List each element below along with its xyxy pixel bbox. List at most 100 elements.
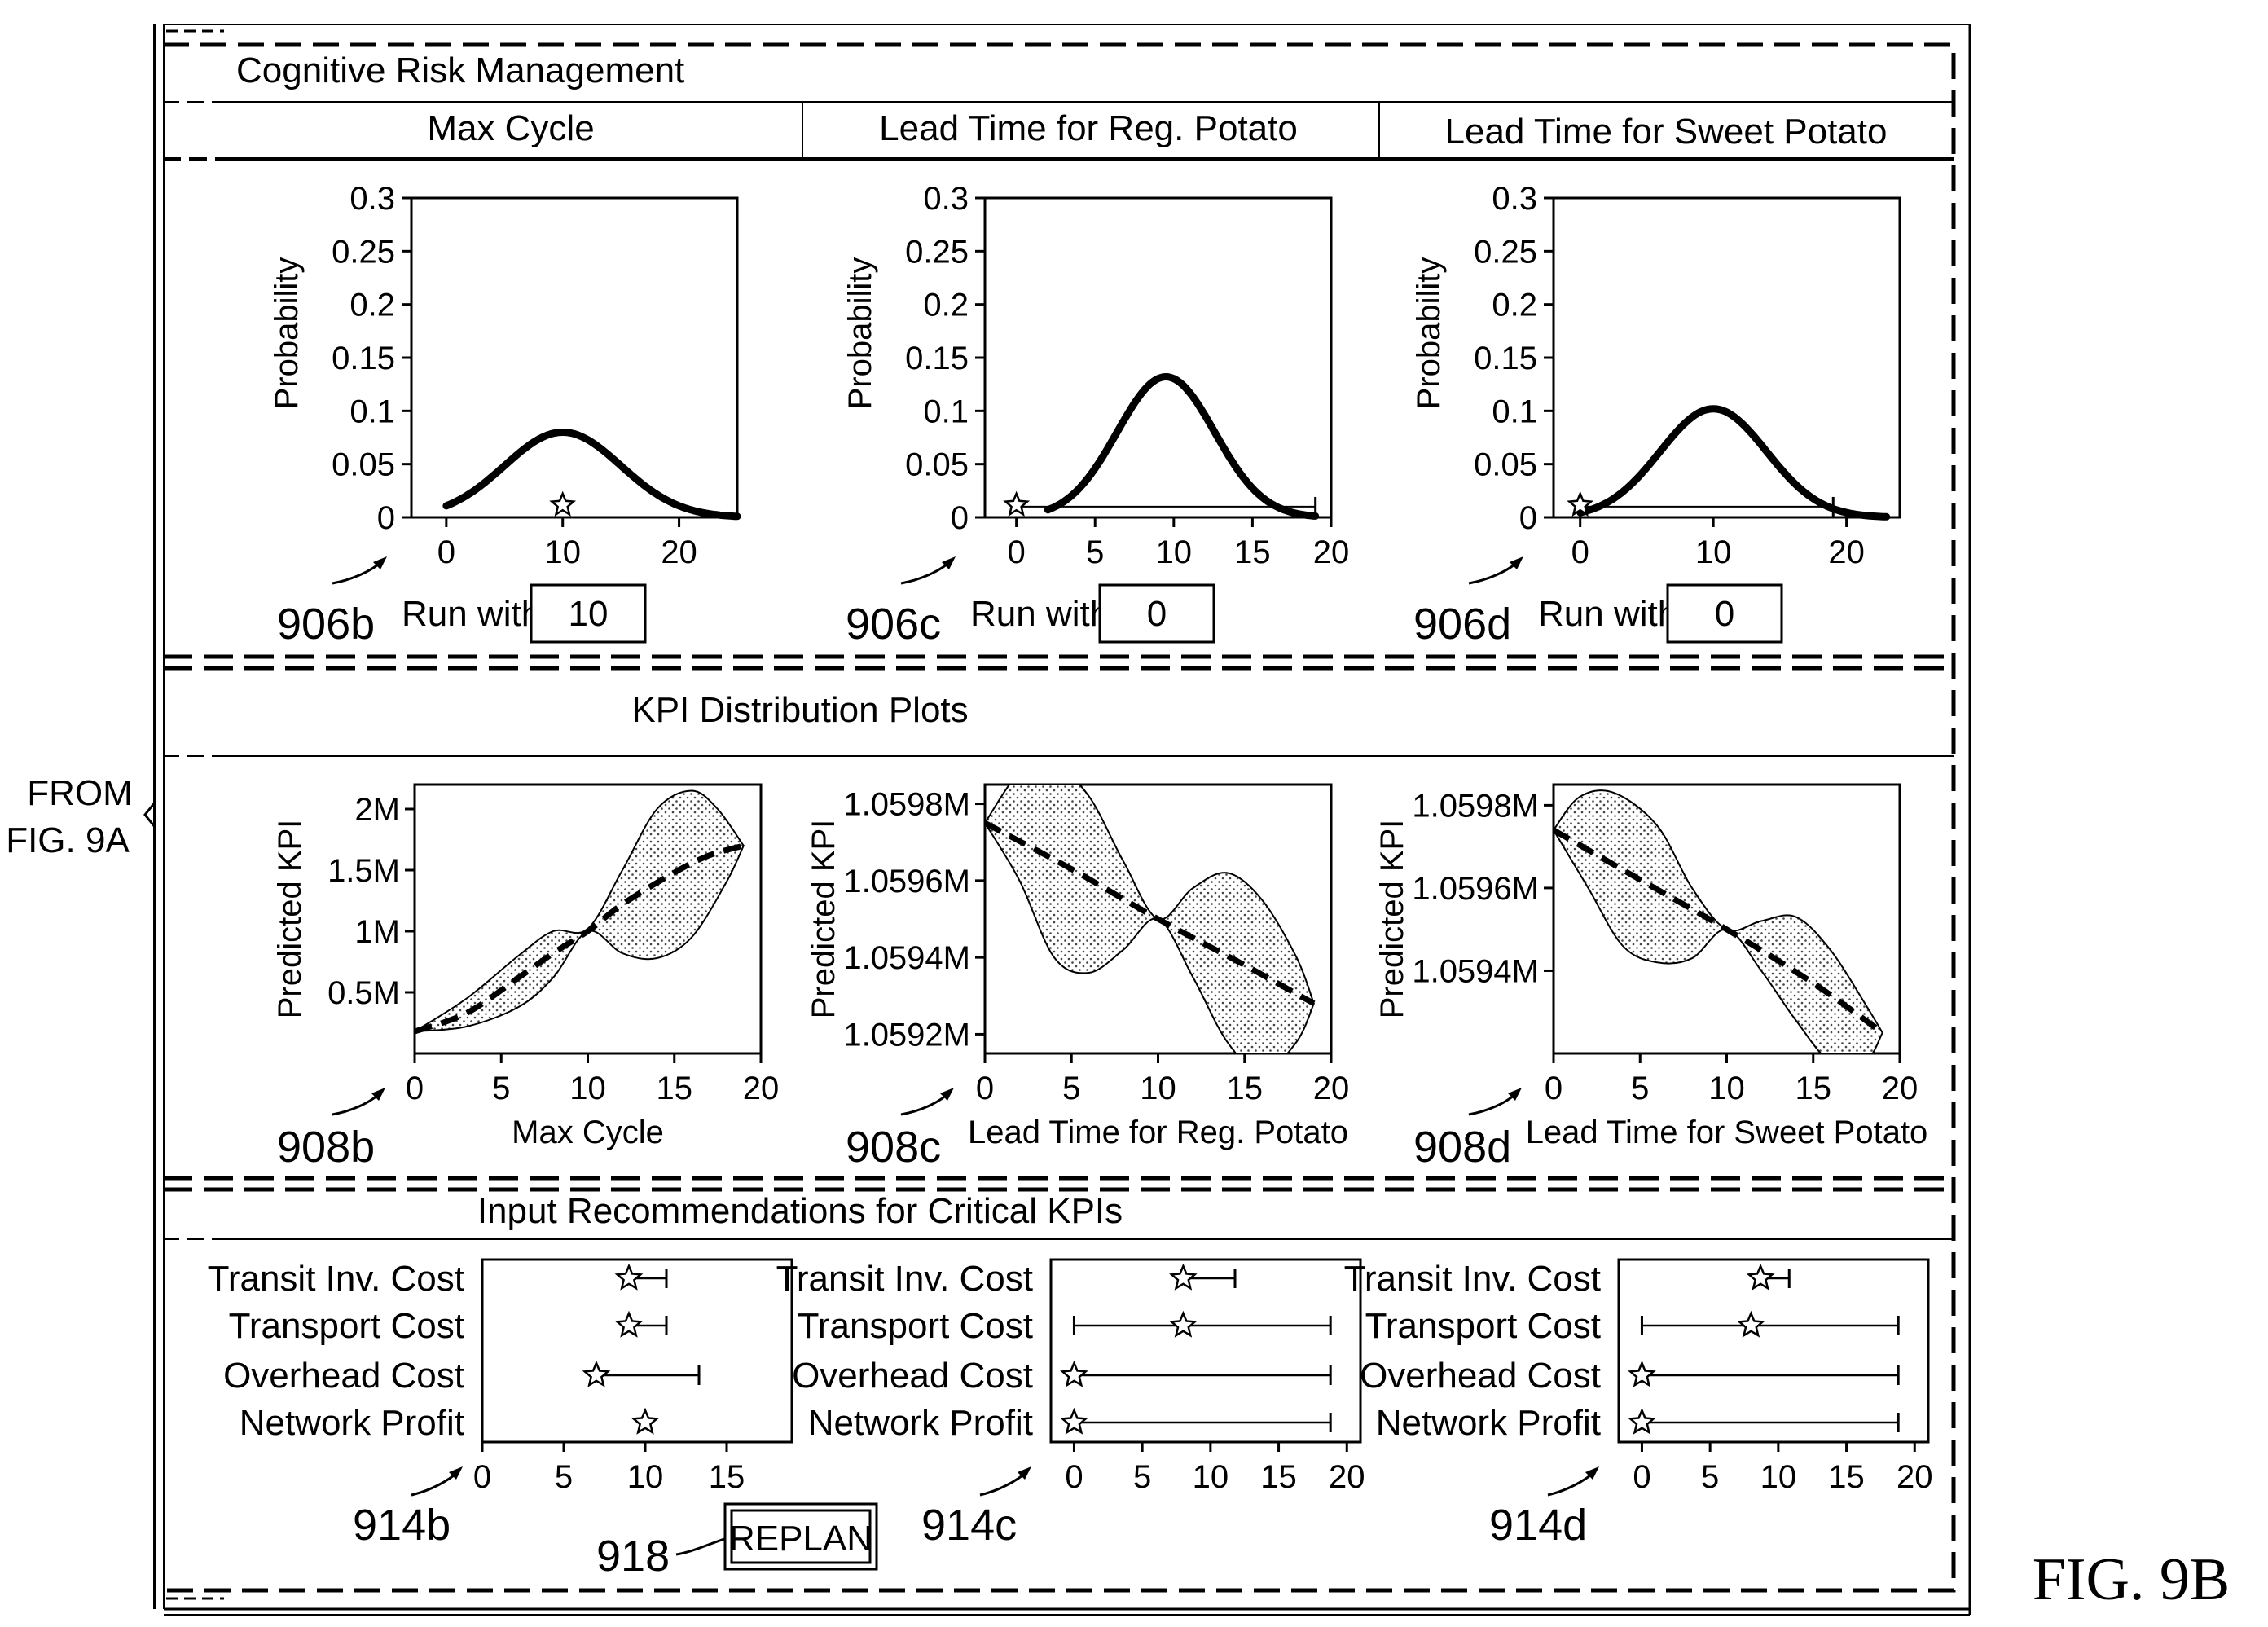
x-tick-label: 5: [1133, 1459, 1151, 1495]
star-marker: [631, 1407, 660, 1435]
x-tick-label: 10: [1708, 1071, 1745, 1106]
y-tick-label: 0.1: [1492, 394, 1537, 429]
run-with-input-value[interactable]: 0: [1715, 594, 1734, 634]
x-tick-label: 0: [1008, 534, 1026, 570]
recommendations-section-title: Input Recommendations for Critical KPIs: [477, 1191, 1123, 1231]
kpi-charts: 0.5M 1M 1.5M 2M 0 5 10 15 20 Max Cycle Predicted K…: [272, 783, 1928, 1150]
y-tick-label: 0.2: [1492, 288, 1537, 323]
figure-label: FIG. 9B: [2033, 1546, 2231, 1613]
rec-panel-refs: 914b 914c 914d: [353, 1466, 1599, 1550]
y-tick-label: 0.1: [923, 394, 969, 429]
x-tick-label: 15: [1828, 1459, 1865, 1495]
mean-prediction-line: [985, 820, 1316, 1006]
y-tick-label: 0.25: [1474, 234, 1537, 270]
y-tick-label: 0.15: [332, 341, 395, 376]
from-label-line1: FROM: [27, 773, 133, 813]
recommendation-chart-1: Transit Inv. Cost Transport Cost Overhead …: [208, 1258, 793, 1495]
run-with-input[interactable]: [1098, 583, 1215, 644]
risk-panel-906b: 906b Run with 10: [277, 556, 647, 649]
row-label: Overhead Cost: [1360, 1356, 1601, 1396]
star-marker: [1737, 1310, 1765, 1338]
star-marker: [582, 1360, 611, 1387]
probability-chart-1: 0 0.05 0.1 0.15 0.2 0.25 0.3 0 10 20 Probability: [269, 181, 741, 570]
run-with-input[interactable]: [1666, 583, 1783, 644]
probability-curve: [1044, 372, 1320, 520]
column-header-reg-potato: Lead Time for Reg. Potato: [879, 108, 1298, 148]
leader-arrowhead: [371, 1088, 385, 1101]
y-tick-label: 0.5M: [327, 975, 400, 1011]
probability-curve: [1576, 405, 1891, 521]
kpi-section-title: KPI Distribution Plots: [631, 690, 968, 730]
kpi-chart-2: 1.0592M 1.0594M 1.0596M 1.0598M 0 5 10 15 20 Lead…: [806, 783, 1349, 1150]
run-with-label: Run with: [402, 594, 541, 634]
row-label: Network Profit: [240, 1403, 464, 1443]
x-tick-label: 20: [661, 534, 697, 570]
y-tick-label: 0.05: [332, 447, 395, 483]
leader-arrowhead: [942, 556, 956, 569]
x-tick-label: 5: [1631, 1071, 1649, 1106]
row-label: Transport Cost: [229, 1306, 464, 1346]
row-label: Transport Cost: [1365, 1306, 1601, 1346]
risk-panel-906c: 906c Run with 0: [846, 556, 1215, 649]
replan-button-label[interactable]: REPLAN: [729, 1519, 872, 1559]
reference-numeral-906c: 906c: [846, 600, 941, 649]
run-with-label: Run with: [970, 594, 1110, 634]
run-with-input-value[interactable]: 10: [569, 594, 609, 634]
y-tick-label: 0.05: [905, 447, 969, 483]
leader-arrow: [1547, 1470, 1597, 1497]
x-tick-label: 10: [1193, 1459, 1229, 1495]
frame: [143, 24, 1971, 1616]
recommendation-chart-2: Transit Inv. Cost Transport Cost Overhead …: [776, 1258, 1365, 1495]
x-tick-label: 5: [1062, 1071, 1080, 1106]
confidence-band: [415, 789, 745, 1032]
replan-group: 918 REPLAN: [596, 1502, 878, 1581]
row-label: Transit Inv. Cost: [1344, 1259, 1601, 1299]
star-marker: [1060, 1360, 1088, 1387]
reference-numeral-914b: 914b: [353, 1501, 451, 1550]
x-tick-label: 15: [709, 1459, 745, 1495]
star-marker: [1003, 490, 1031, 517]
star-marker: [1567, 490, 1594, 517]
x-tick-label: 5: [1701, 1459, 1719, 1495]
y-tick-label: 1M: [354, 914, 400, 950]
y-tick-label: 1.0594M: [843, 940, 970, 976]
y-tick-label: 1.0598M: [843, 787, 970, 823]
leader-arrowhead: [373, 556, 387, 569]
x-tick-label: 15: [1227, 1071, 1264, 1106]
probability-chart-2: 0 0.05 0.1 0.15 0.2 0.25 0.3 0 5 10 15 20 Probabilit…: [842, 181, 1349, 570]
kpi-panel-refs: 908b 908c 908d: [277, 1088, 1522, 1172]
leader-arrow: [979, 1470, 1029, 1497]
leader-arrowhead: [449, 1466, 463, 1480]
plot-frame: [1049, 1258, 1362, 1444]
x-tick-label: 20: [1828, 534, 1865, 570]
star-marker: [1169, 1310, 1198, 1338]
reference-numeral-906d: 906d: [1413, 600, 1511, 649]
leader-arrow: [411, 1470, 460, 1497]
plot-frame: [1552, 196, 1901, 519]
confidence-band: [1554, 789, 1883, 1053]
y-tick-label: 0.25: [332, 234, 395, 270]
y-tick-label: 0.3: [349, 181, 395, 217]
column-header-sweet-potato: Lead Time for Sweet Potato: [1445, 112, 1888, 152]
from-label-line2: FIG. 9A: [6, 820, 130, 860]
y-tick-label: 1.0596M: [843, 864, 970, 899]
run-with-input[interactable]: [530, 583, 647, 644]
probability-curve: [442, 429, 741, 521]
replan-button[interactable]: [730, 1509, 872, 1564]
plot-frame: [481, 1258, 793, 1444]
reference-numeral-908d: 908d: [1413, 1123, 1511, 1172]
run-with-input-value[interactable]: 0: [1147, 594, 1167, 634]
y-tick-label: 1.0594M: [1412, 953, 1539, 989]
star-marker: [614, 1310, 644, 1338]
kpi-chart-1: 0.5M 1M 1.5M 2M 0 5 10 15 20 Max Cycle Predicted K…: [272, 783, 779, 1150]
y-axis-label: Predicted KPI: [1374, 820, 1410, 1019]
row-label: Network Profit: [1376, 1403, 1601, 1443]
reference-numeral-914d: 914d: [1489, 1501, 1587, 1550]
y-tick-label: 1.0596M: [1412, 871, 1539, 907]
star-marker: [614, 1263, 644, 1291]
plot-frame: [410, 196, 739, 519]
y-axis-label: Probability: [269, 257, 305, 410]
x-axis-label: Lead Time for Sweet Potato: [1526, 1115, 1928, 1150]
leader-arrowhead: [1510, 556, 1523, 569]
